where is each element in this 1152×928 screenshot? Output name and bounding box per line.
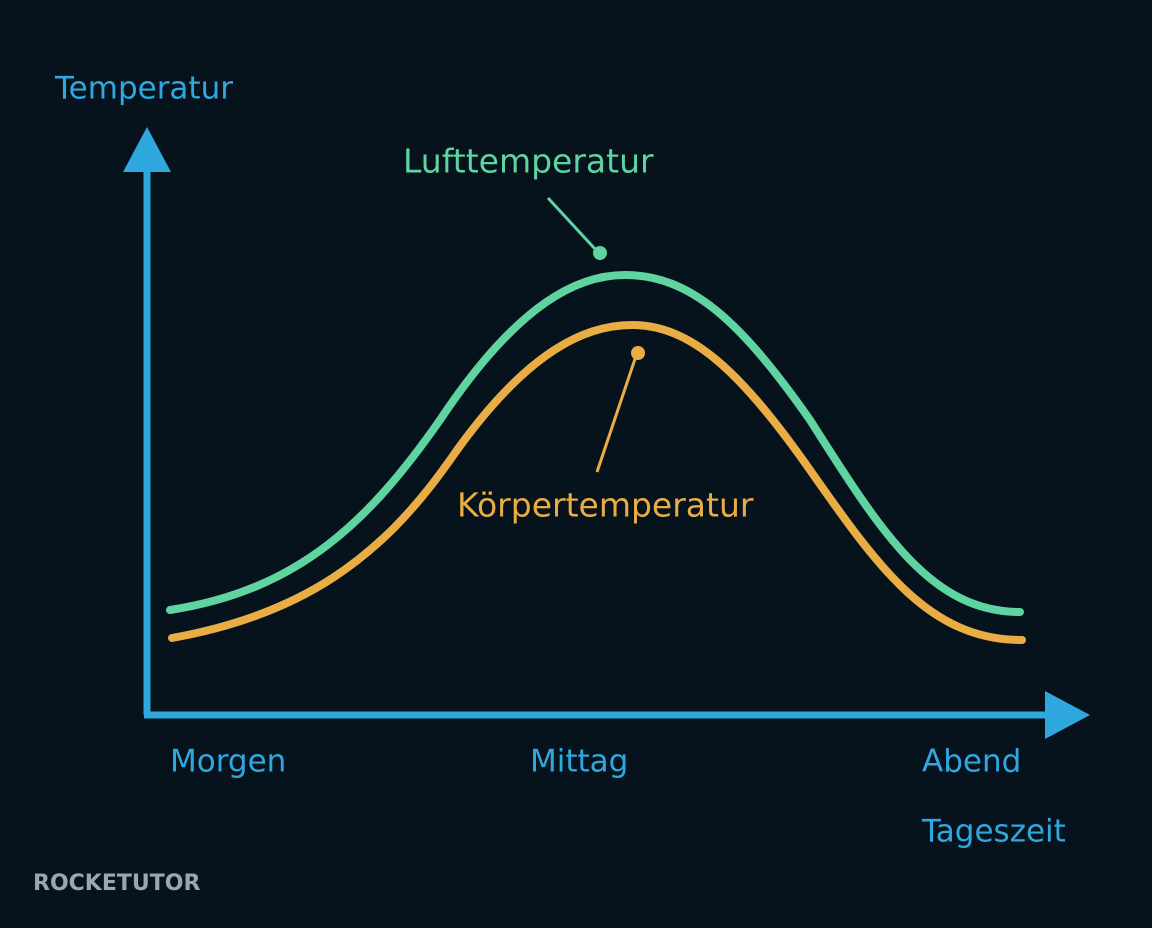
x-tick-label: Abend: [922, 744, 1021, 780]
x-axis-arrow: [1045, 691, 1090, 739]
air-pointer-dot: [593, 246, 607, 260]
curve-label: Lufttemperatur: [403, 142, 654, 181]
y-axis-arrow: [123, 127, 171, 172]
body-temperature-curve: [168, 320, 1026, 644]
x-axis-label: Tageszeit: [921, 814, 1066, 850]
curve-label: Körpertemperatur: [457, 486, 754, 525]
air-temperature-curve: [166, 270, 1024, 616]
logo: ROCKETUTOR: [33, 871, 200, 896]
x-tick-label: Morgen: [170, 744, 286, 780]
x-tick-label: Mittag: [530, 744, 628, 780]
y-axis-label: Temperatur: [54, 71, 233, 107]
body-pointer-dot: [631, 346, 645, 360]
body-pointer: [595, 355, 638, 473]
air-pointer: [546, 196, 598, 252]
